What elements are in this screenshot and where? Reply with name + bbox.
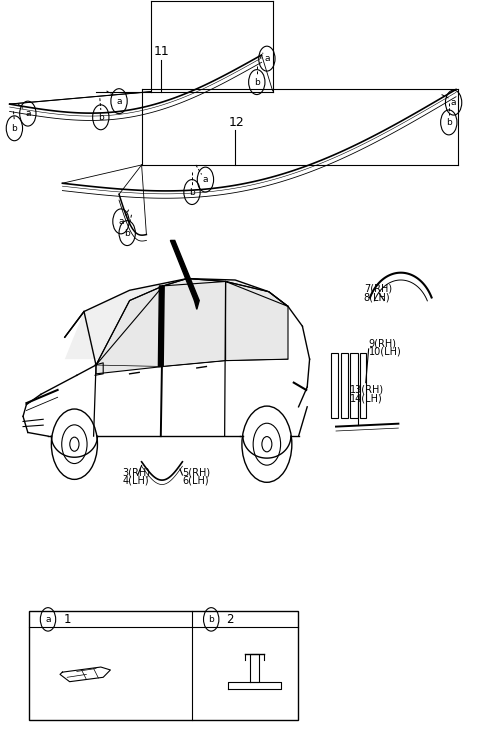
Polygon shape [170,240,199,301]
Text: b: b [12,124,17,133]
Polygon shape [226,281,288,361]
Text: a: a [203,175,208,184]
Text: 14(LH): 14(LH) [350,394,383,404]
Text: a: a [45,615,51,624]
Text: b: b [189,188,195,196]
Text: 5(RH): 5(RH) [182,468,211,478]
Polygon shape [65,279,288,359]
Text: 9(RH): 9(RH) [369,338,396,348]
Text: 12: 12 [229,116,245,129]
Text: 6(LH): 6(LH) [182,476,209,486]
Text: 11: 11 [154,45,169,58]
Text: 4(LH): 4(LH) [122,476,149,486]
Text: a: a [451,98,456,107]
Polygon shape [96,286,163,374]
Text: 1: 1 [63,613,71,626]
Text: 3(RH): 3(RH) [122,468,150,478]
Text: a: a [25,109,31,118]
Text: a: a [118,217,124,226]
Text: 10(LH): 10(LH) [369,347,401,357]
Text: b: b [208,615,214,624]
Text: b: b [446,118,452,127]
Text: 7(RH): 7(RH) [364,284,392,294]
Text: b: b [124,229,130,237]
Text: a: a [116,97,122,106]
Text: 2: 2 [227,613,234,626]
Text: 8(LH): 8(LH) [364,292,390,303]
Text: b: b [254,78,260,86]
Bar [29,611,298,720]
Text: 13(RH): 13(RH) [350,385,384,395]
Text: a: a [264,54,270,63]
Polygon shape [194,301,199,309]
Polygon shape [162,279,226,366]
Polygon shape [158,286,164,366]
Text: b: b [98,113,104,122]
